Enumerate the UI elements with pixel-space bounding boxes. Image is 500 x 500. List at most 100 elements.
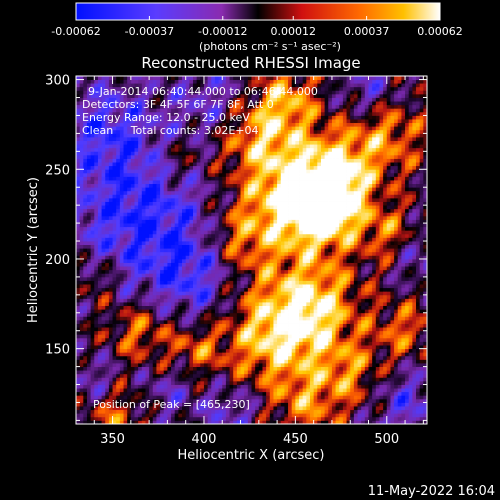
heatmap-cell — [90, 119, 95, 124]
heatmap-cell — [244, 158, 249, 163]
heatmap-cell — [229, 126, 234, 131]
heatmap-cell — [236, 126, 241, 131]
heatmap-cell — [119, 262, 124, 267]
heatmap-cell — [97, 133, 102, 138]
heatmap-cell — [79, 144, 84, 149]
heatmap-cell — [108, 359, 113, 364]
heatmap-cell — [145, 298, 150, 303]
heatmap-cell — [196, 363, 201, 367]
heatmap-cell — [182, 201, 187, 206]
heatmap-cell — [149, 359, 154, 364]
heatmap-cell — [218, 266, 223, 271]
heatmap-cell — [145, 420, 150, 424]
heatmap-cell — [76, 104, 81, 109]
heatmap-cell — [123, 305, 128, 310]
heatmap-cell — [207, 262, 212, 267]
heatmap-cell — [119, 187, 124, 192]
heatmap-cell — [229, 416, 234, 421]
heatmap-cell — [130, 180, 135, 185]
heatmap-cell — [193, 302, 198, 307]
heatmap-cell — [105, 398, 110, 403]
heatmap-cell — [171, 165, 176, 170]
heatmap-cell — [90, 287, 95, 292]
heatmap-cell — [171, 373, 176, 378]
heatmap-cell — [156, 266, 161, 271]
heatmap-cell — [145, 380, 150, 385]
heatmap-cell — [229, 187, 234, 192]
heatmap-cell — [97, 266, 102, 271]
heatmap-cell — [207, 398, 212, 403]
heatmap-cell — [123, 176, 128, 181]
heatmap-cell — [251, 165, 256, 170]
heatmap-cell — [193, 298, 198, 303]
heatmap-cell — [178, 377, 183, 382]
heatmap-cell — [83, 129, 88, 134]
heatmap-cell — [156, 172, 161, 177]
heatmap-cell — [79, 172, 84, 177]
heatmap-cell — [97, 172, 102, 177]
heatmap-cell — [101, 273, 106, 278]
heatmap-cell — [112, 226, 117, 231]
heatmap-cell — [149, 223, 154, 228]
heatmap-cell — [160, 316, 165, 321]
heatmap-cell — [240, 341, 245, 346]
heatmap-cell — [167, 187, 172, 192]
heatmap-cell — [119, 359, 124, 364]
heatmap-cell — [149, 334, 154, 339]
heatmap-cell — [83, 352, 88, 357]
heatmap-cell — [207, 420, 212, 424]
heatmap-cell — [240, 197, 245, 202]
heatmap-cell — [160, 395, 165, 400]
heatmap-cell — [233, 201, 238, 206]
heatmap-cell — [233, 154, 238, 159]
heatmap-cell — [171, 201, 176, 206]
heatmap-cell — [258, 212, 263, 217]
heatmap-cell — [214, 355, 219, 360]
heatmap-cell — [211, 93, 216, 98]
heatmap-cell — [94, 201, 99, 206]
heatmap-cell — [207, 391, 212, 396]
heatmap-cell — [160, 144, 165, 149]
heatmap-cell — [207, 215, 212, 220]
heatmap-cell — [174, 241, 179, 246]
heatmap-cell — [189, 215, 194, 220]
heatmap-cell — [258, 108, 263, 113]
heatmap-cell — [185, 248, 190, 253]
heatmap-cell — [76, 165, 81, 170]
heatmap-cell — [244, 402, 249, 407]
heatmap-cell — [258, 133, 263, 138]
heatmap-cell — [160, 334, 165, 339]
heatmap-cell — [127, 101, 132, 106]
heatmap-cell — [156, 119, 161, 124]
heatmap-cell — [185, 337, 190, 342]
heatmap-cell — [86, 122, 92, 127]
heatmap-cell — [178, 201, 183, 206]
heatmap-cell — [240, 363, 245, 367]
heatmap-cell — [97, 162, 102, 167]
heatmap-cell — [86, 237, 92, 242]
heatmap-cell — [207, 276, 212, 281]
heatmap-cell — [112, 183, 117, 188]
heatmap-cell — [97, 237, 102, 242]
heatmap-cell — [203, 119, 209, 124]
heatmap-cell — [193, 183, 198, 188]
heatmap-cell — [76, 108, 81, 113]
heatmap-cell — [83, 269, 88, 274]
heatmap-cell — [207, 284, 212, 289]
heatmap-cell — [244, 319, 249, 324]
heatmap-cell — [171, 248, 176, 253]
heatmap-cell — [185, 388, 190, 393]
heatmap-cell — [233, 327, 238, 332]
heatmap-cell — [174, 190, 179, 195]
heatmap-cell — [149, 147, 154, 152]
heatmap-cell — [203, 291, 209, 296]
heatmap-cell — [160, 165, 165, 170]
heatmap-cell — [163, 83, 168, 88]
heatmap-cell — [251, 359, 256, 364]
heatmap-cell — [182, 420, 187, 424]
heatmap-cell — [258, 76, 263, 80]
heatmap-cell — [141, 197, 146, 202]
heatmap-cell — [160, 258, 165, 263]
heatmap-cell — [112, 251, 117, 256]
heatmap-cell — [178, 366, 183, 371]
